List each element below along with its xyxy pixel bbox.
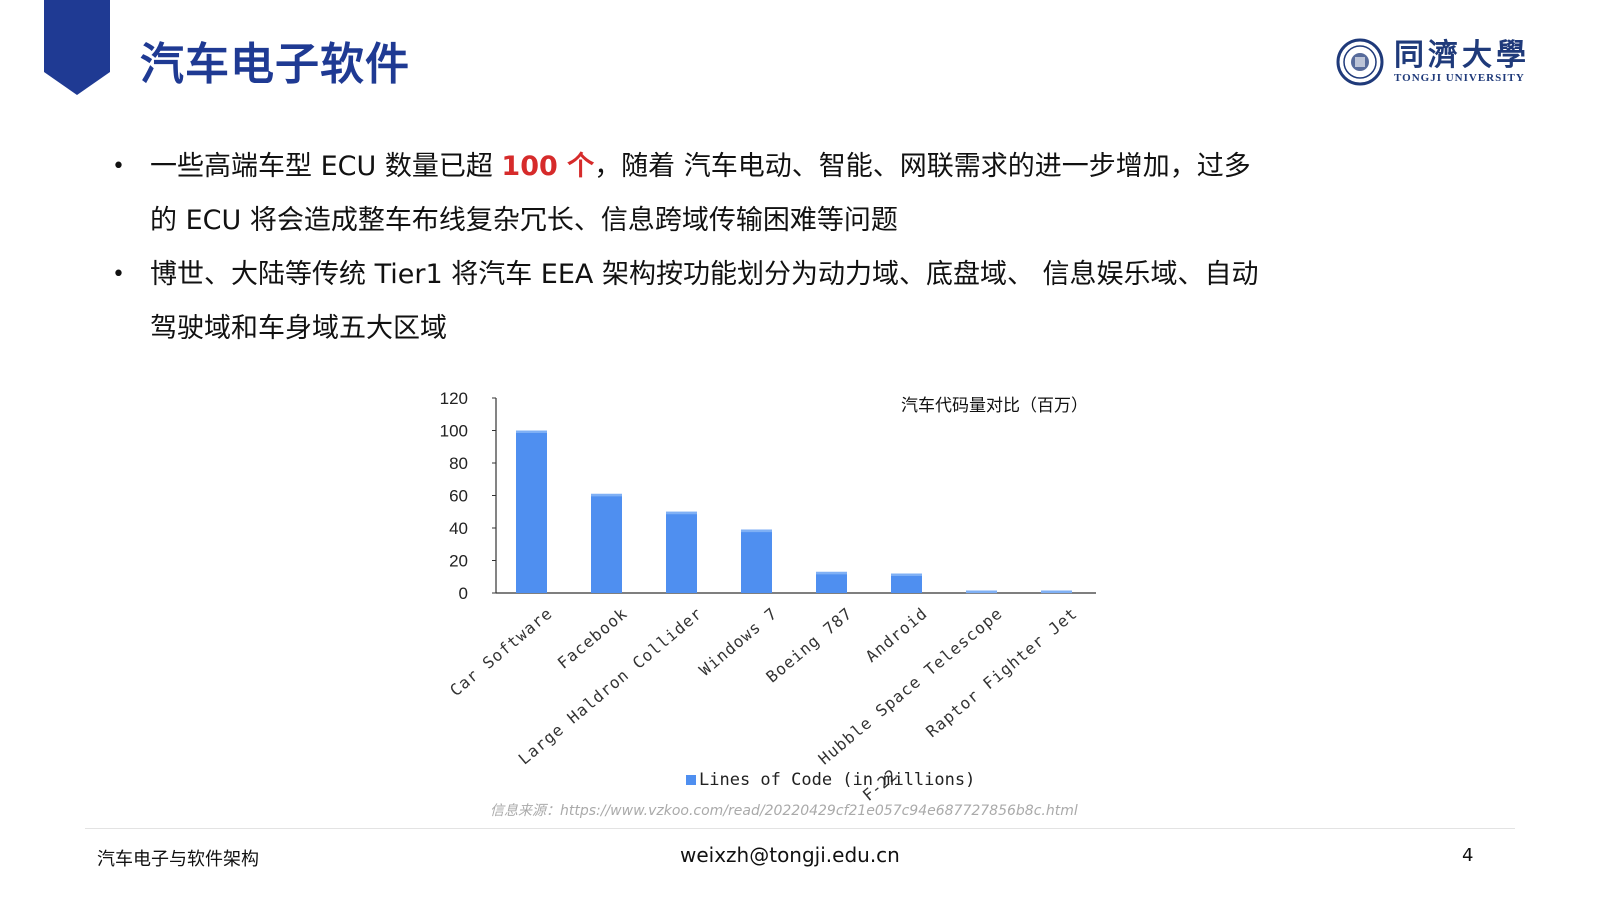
- logo-chinese-name: 同濟大學: [1394, 38, 1530, 73]
- y-tick-label: 80: [449, 454, 468, 473]
- y-tick-label: 100: [440, 422, 468, 441]
- bar: [516, 430, 547, 593]
- bar: [591, 493, 622, 593]
- x-tick-label: Car Software: [446, 604, 556, 701]
- bullet-highlight: 100 个: [501, 151, 595, 182]
- footer-email: weixzh@tongji.edu.cn: [680, 843, 900, 867]
- legend-label: Lines of Code (in millions): [699, 770, 975, 790]
- y-tick-label: 120: [440, 389, 468, 408]
- bullet-text-line2: 驾驶域和车身域五大区域: [150, 313, 447, 344]
- bullet-text: 博世、大陆等传统 Tier1 将汽车 EEA 架构按功能划分为动力域、底盘域、 …: [150, 259, 1259, 290]
- legend-swatch: [686, 775, 696, 785]
- footer-course: 汽车电子与软件架构: [97, 849, 259, 870]
- bar-top-highlight: [966, 590, 997, 594]
- bar-top-highlight: [1041, 590, 1072, 594]
- footer-divider: [85, 828, 1515, 829]
- bar-top-highlight: [666, 511, 697, 515]
- bullet-text: ，随着 汽车电动、智能、网联需求的进一步增加，过多: [594, 151, 1251, 182]
- y-tick-label: 40: [449, 519, 468, 538]
- y-tick-label: 20: [449, 552, 468, 571]
- bar: [666, 511, 697, 593]
- x-tick-label: Raptor Fighter Jet: [922, 604, 1081, 742]
- x-tick-label: Android: [862, 604, 931, 666]
- bar: [891, 573, 922, 593]
- x-tick-label: Facebook: [554, 604, 631, 673]
- page-number: 4: [1462, 845, 1474, 866]
- corner-flag-decoration: [44, 0, 110, 95]
- bullet-text: 一些高端车型 ECU 数量已超: [150, 151, 502, 182]
- bullet-item: • 一些高端车型 ECU 数量已超 100 个，随着 汽车电动、智能、网联需求的…: [112, 140, 1392, 248]
- bullet-list: • 一些高端车型 ECU 数量已超 100 个，随着 汽车电动、智能、网联需求的…: [112, 140, 1392, 356]
- bar-top-highlight: [741, 529, 772, 533]
- bar-top-highlight: [591, 493, 622, 497]
- slide-title: 汽车电子软件: [140, 39, 410, 90]
- bullet-dot: •: [112, 262, 125, 287]
- bar-chart: 0 20 40 60 80 100 120 Car Software Facebook Large…: [420, 385, 1140, 805]
- bullet-item: • 博世、大陆等传统 Tier1 将汽车 EEA 架构按功能划分为动力域、底盘域…: [112, 248, 1392, 356]
- bar: [741, 529, 772, 593]
- university-seal-icon: [1336, 38, 1384, 86]
- bar-top-highlight: [816, 571, 847, 575]
- bar-top-highlight: [516, 430, 547, 433]
- bar: [816, 571, 847, 593]
- y-tick-label: 60: [449, 487, 468, 506]
- chart-title: 汽车代码量对比（百万）: [901, 396, 1088, 416]
- y-tick-label: 0: [459, 584, 468, 603]
- bullet-text-line2: 的 ECU 将会造成整车布线复杂冗长、信息跨域传输困难等问题: [150, 205, 898, 236]
- logo-english-name: TONGJI UNIVERSITY: [1394, 72, 1525, 84]
- university-logo: 同濟大學 TONGJI UNIVERSITY: [1336, 38, 1530, 86]
- chart-source: 信息来源：https://www.vzkoo.com/read/20220429…: [490, 803, 1078, 819]
- bar-top-highlight: [891, 573, 922, 576]
- bullet-dot: •: [112, 154, 125, 179]
